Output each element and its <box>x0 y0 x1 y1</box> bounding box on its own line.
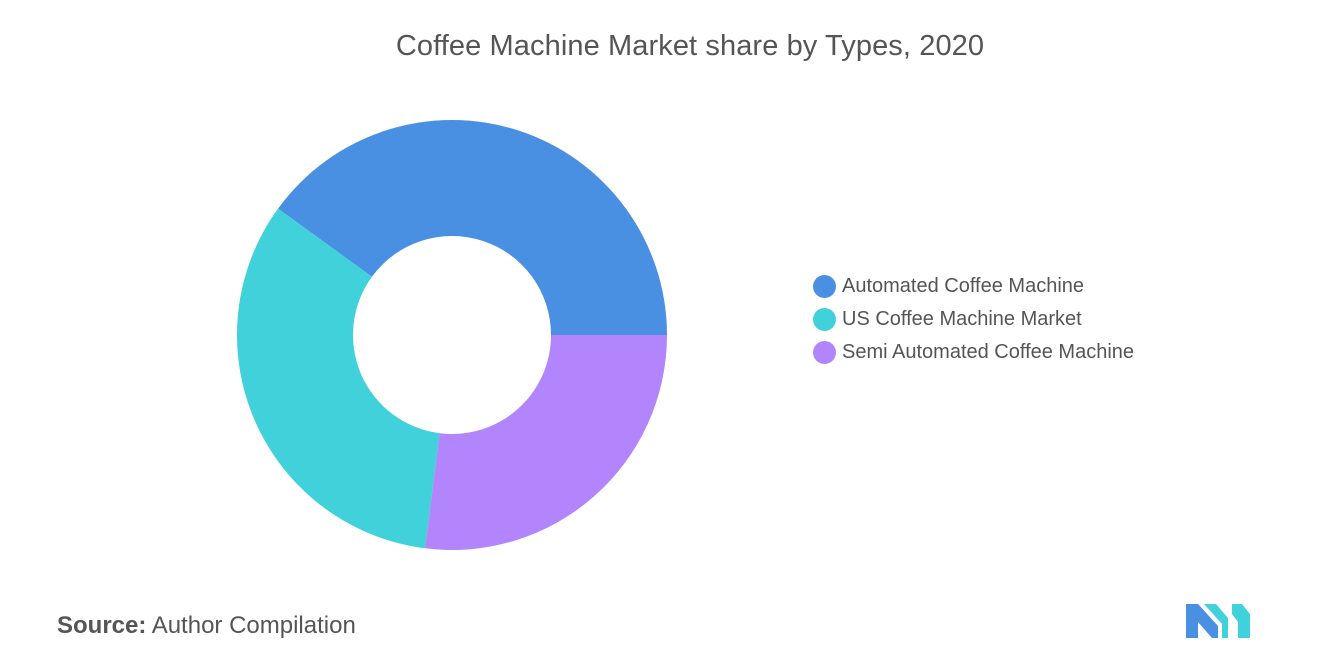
mordor-logo-icon <box>1186 604 1250 638</box>
logo-shape-left <box>1186 604 1218 638</box>
legend-label-automated: Automated Coffee Machine <box>842 275 1085 297</box>
legend-item-automated: Automated Coffee Machine <box>813 270 1134 303</box>
legend-item-us: US Coffee Machine Market <box>813 303 1134 336</box>
legend-label-us: US Coffee Machine Market <box>842 308 1082 330</box>
source-note: Source: Author Compilation <box>57 612 356 640</box>
legend-swatch-us <box>813 308 836 331</box>
logo-shape-mid <box>1204 604 1228 638</box>
legend-item-semi-automated: Semi Automated Coffee Machine <box>813 336 1134 369</box>
logo-shape-right <box>1232 604 1250 638</box>
source-text: Author Compilation <box>151 612 356 639</box>
legend-swatch-semi-automated <box>813 341 836 364</box>
source-label: Source: <box>57 612 147 639</box>
chart-title: Coffee Machine Market share by Types, 20… <box>395 30 985 62</box>
chart-legend: Automated Coffee Machine US Coffee Machi… <box>813 270 1134 369</box>
legend-label-semi-automated: Semi Automated Coffee Machine <box>842 341 1135 363</box>
slice-us <box>236 208 440 549</box>
slice-automated <box>278 119 667 335</box>
legend-swatch-automated <box>813 275 836 298</box>
slice-semi-automated <box>425 335 667 550</box>
